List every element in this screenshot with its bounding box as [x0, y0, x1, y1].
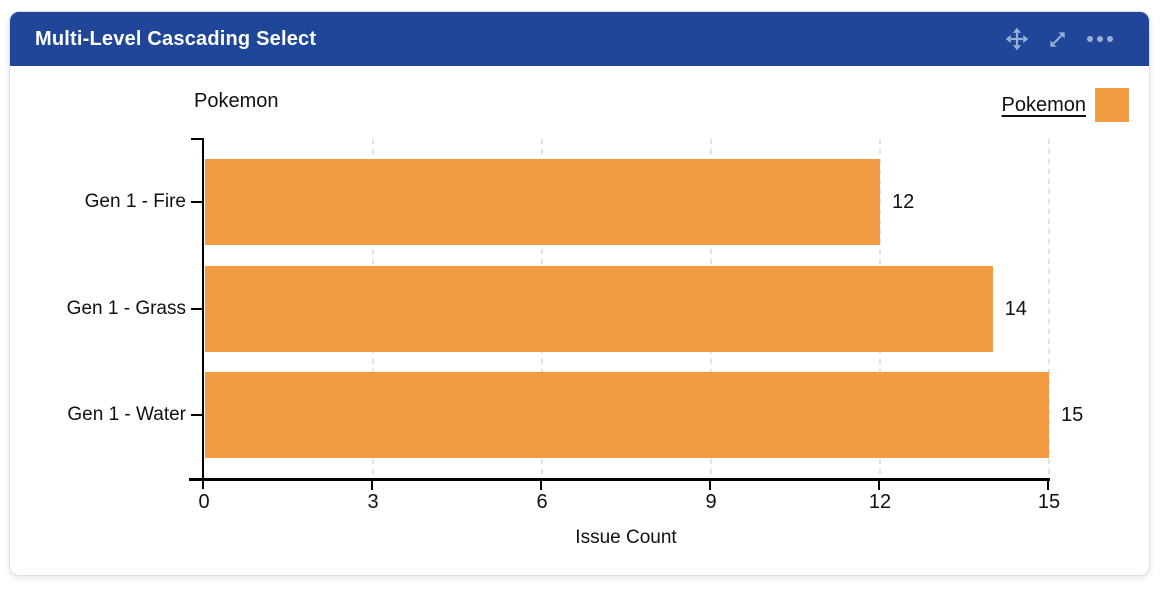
bar-value-label: 12 — [892, 191, 915, 213]
category-label: Gen 1 - Grass — [66, 297, 186, 319]
bar-value-label: 15 — [1061, 404, 1084, 426]
y-axis-top-tick — [191, 138, 204, 140]
x-tick-label: 12 — [868, 491, 892, 513]
x-axis-line — [189, 478, 1050, 481]
bar[interactable] — [205, 159, 880, 245]
x-tick-label: 9 — [705, 491, 717, 513]
category-tick — [191, 307, 204, 310]
x-axis-title: Issue Count — [575, 527, 677, 548]
x-tick — [540, 481, 542, 490]
x-tick — [371, 481, 373, 490]
widget-card: Multi-Level Cascading Select — [9, 11, 1150, 576]
y-axis-line — [202, 139, 204, 489]
x-tick — [709, 481, 711, 490]
category-label: Gen 1 - Water — [67, 404, 186, 425]
y-axis-title: Pokemon — [194, 90, 279, 112]
x-tick-label: 0 — [198, 491, 210, 513]
x-tick — [878, 481, 880, 490]
widget-header: Multi-Level Cascading Select — [10, 12, 1149, 66]
x-tick-label: 3 — [367, 491, 379, 513]
widget-body: Pokemon Pokemon Gen 1 - Fire 12 Gen 1 - Gr… — [10, 66, 1149, 575]
widget-header-actions — [1004, 26, 1115, 52]
x-tick — [1047, 481, 1049, 490]
bar[interactable] — [205, 265, 993, 352]
category-tick — [191, 201, 204, 203]
bar-chart: Gen 1 - Fire 12 Gen 1 - Grass 14 Gen 1 - Wat… — [10, 66, 1149, 575]
bar[interactable] — [205, 372, 1049, 458]
expand-icon[interactable] — [1046, 28, 1069, 51]
legend-label[interactable]: Pokemon — [1001, 93, 1087, 116]
legend-item[interactable]: Pokemon — [1001, 88, 1129, 122]
x-tick-label: 6 — [536, 491, 548, 513]
more-options-icon[interactable] — [1085, 27, 1115, 51]
x-tick-label: 15 — [1037, 491, 1061, 513]
bar-value-label: 14 — [1004, 297, 1027, 320]
category-label: Gen 1 - Fire — [84, 191, 186, 212]
move-icon[interactable] — [1004, 26, 1030, 52]
gridline — [1048, 139, 1050, 478]
legend-swatch — [1095, 88, 1129, 122]
widget-title: Multi-Level Cascading Select — [35, 27, 317, 50]
category-tick — [191, 414, 204, 416]
